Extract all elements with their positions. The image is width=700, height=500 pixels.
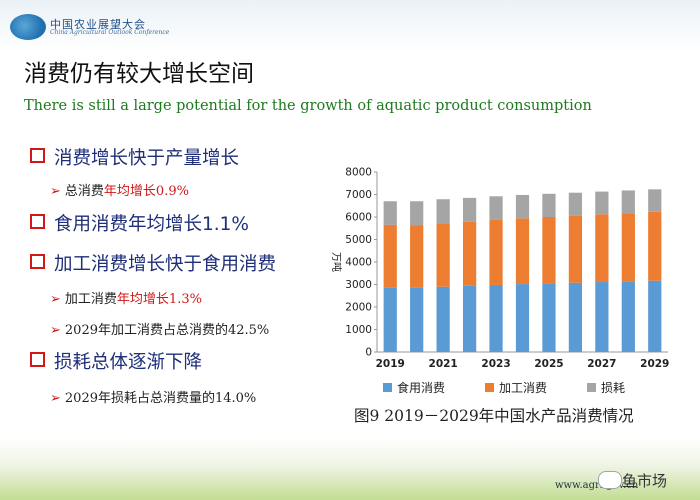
arrow-icon: ➢ (50, 184, 61, 199)
sub-bullet-processing-share: ➢ 2029年加工消费占总消费的42.5% (50, 319, 269, 338)
bar-segment (621, 281, 635, 352)
arrow-icon: ➢ (50, 323, 61, 338)
bar-segment (462, 285, 477, 352)
bar-segment (410, 201, 424, 226)
consumption-stacked-bar-chart: 0 1000 2000 3000 4000 5000 6000 7000 8000 万吨 2019 2… (330, 167, 669, 396)
bar-segment (489, 284, 503, 352)
sub-bullet-highlight: 年均增长1.3% (116, 292, 202, 307)
y-axis-label: 万吨 (330, 252, 343, 272)
arrow-icon: ➢ (50, 391, 61, 406)
slide-subtitle: There is still a large potential for the… (24, 98, 592, 114)
y-tick-label: 3000 (345, 279, 372, 291)
chart-caption: 图9 2019－2029年中国水产品消费情况 (354, 407, 634, 425)
bar-segment (383, 287, 397, 352)
bar-segment (568, 282, 583, 352)
bar-segment (410, 225, 424, 288)
bar-segment (515, 194, 530, 219)
bar-segment (462, 221, 477, 286)
bar-segment (515, 218, 530, 285)
y-tick-label: 7000 (345, 189, 372, 201)
sub-bullet-text: 2029年损耗占总消费量的14.0% (64, 391, 257, 406)
wechat-icon (598, 471, 622, 489)
bullet-box-icon (30, 254, 45, 269)
sub-bullet-processing-growth: ➢ 加工消费年均增长1.3% (50, 288, 202, 307)
slide-title: 消费仍有较大增长空间 (24, 61, 254, 87)
bar-segment (595, 214, 609, 283)
legend-label: 食用消费 (397, 380, 445, 395)
conference-logo-icon (10, 14, 46, 40)
bullet-consumption-growth: 消费增长快于产量增长 (30, 144, 239, 170)
bar-segment (489, 196, 503, 220)
arrow-icon: ➢ (50, 292, 61, 307)
bullet-loss-decline: 损耗总体逐渐下降 (30, 348, 202, 374)
bar-segment (542, 217, 556, 284)
sub-bullet-text: 2029年加工消费占总消费的42.5% (64, 323, 270, 338)
bar-segment (515, 284, 530, 352)
legend-label: 损耗 (601, 381, 625, 395)
bullet-box-icon (30, 214, 45, 229)
legend-label: 加工消费 (499, 381, 547, 395)
header-band (0, 0, 700, 52)
footer-url: www.agri.gov.cn (555, 480, 639, 491)
watermark-text: 鱼市场 (622, 472, 668, 490)
x-tick-label: 2023 (481, 358, 510, 370)
bar-segment (436, 223, 450, 287)
y-tick-label: 1000 (345, 324, 372, 336)
bar-segment (648, 211, 662, 281)
y-tick-label: 2000 (345, 302, 372, 314)
bar-segment (436, 286, 450, 352)
bullet-text: 加工消费增长快于食用消费 (54, 254, 277, 275)
y-tick-label: 4000 (345, 257, 372, 269)
bar-segment (383, 224, 397, 288)
bar-segment (595, 282, 609, 352)
legend-swatch (485, 383, 494, 392)
bar-segment (542, 193, 556, 217)
org-name-en: China Agricultural Outlook Conference (50, 29, 170, 36)
bullet-box-icon (30, 352, 45, 367)
bar-segment (436, 199, 450, 224)
sub-bullet-total-growth: ➢ 总消费年均增长0.9% (50, 180, 189, 199)
sub-bullet-loss-share: ➢ 2029年损耗占总消费量的14.0% (50, 387, 256, 406)
bar-segment (383, 201, 397, 225)
x-tick-label: 2029 (640, 358, 669, 370)
bar-segment (489, 219, 503, 285)
x-tick-label: 2025 (534, 358, 563, 370)
legend-swatch (587, 383, 596, 392)
bullet-text: 损耗总体逐渐下降 (54, 352, 203, 373)
legend-swatch (383, 383, 392, 392)
footer-band (0, 438, 700, 500)
y-tick-label: 5000 (345, 234, 372, 246)
bullet-food-consumption: 食用消费年均增长1.1% (30, 210, 249, 236)
sub-bullet-prefix: 加工消费 (64, 292, 117, 307)
sub-bullet-prefix: 总消费 (64, 184, 104, 199)
bullet-text: 食用消费年均增长1.1% (54, 214, 250, 235)
x-tick-label: 2027 (587, 358, 616, 370)
bullet-processing-consumption: 加工消费增长快于食用消费 (30, 250, 276, 276)
bar-segment (648, 280, 662, 352)
x-tick-label: 2021 (429, 358, 458, 370)
bullet-box-icon (30, 148, 45, 163)
bar-segment (568, 215, 583, 283)
bar-segment (595, 191, 609, 215)
y-tick-label: 8000 (345, 167, 372, 179)
org-name-cn: 中国农业展望大会 (50, 18, 146, 31)
sub-bullet-highlight: 年均增长0.9% (103, 184, 189, 199)
bar-segment (648, 189, 662, 212)
bar-segment (542, 283, 556, 352)
y-tick-label: 6000 (345, 212, 372, 224)
bar-segment (621, 213, 635, 282)
y-tick-label: 0 (365, 347, 372, 359)
x-tick-label: 2019 (376, 358, 405, 370)
bar-segment (621, 190, 635, 214)
bullet-text: 消费增长快于产量增长 (54, 148, 240, 169)
bar-segment (568, 192, 583, 216)
bar-segment (462, 197, 477, 222)
bar-segment (410, 287, 424, 352)
